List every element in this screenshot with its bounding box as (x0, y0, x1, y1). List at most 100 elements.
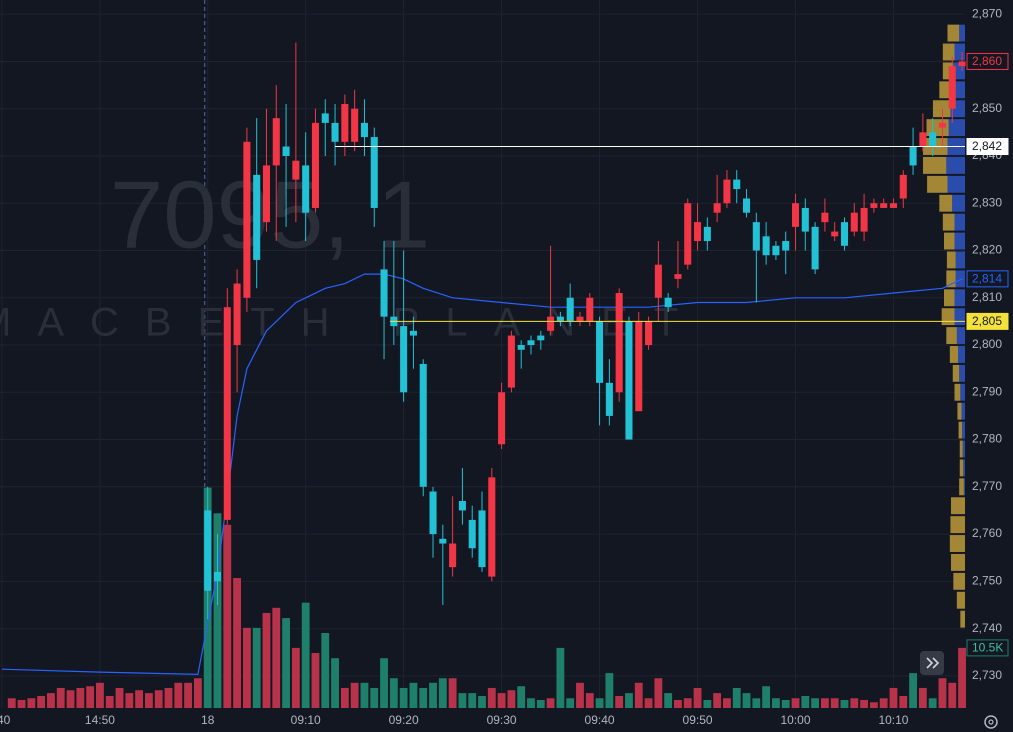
price-label: 2,842 (972, 139, 1002, 153)
profile-sell (941, 308, 955, 326)
volume-bar (723, 698, 731, 708)
volume-bar (762, 686, 771, 708)
volume-bar (791, 698, 800, 708)
volume-bar (938, 678, 947, 708)
candle-body (233, 283, 241, 346)
candle-body (204, 510, 212, 591)
volume-bar (840, 699, 849, 708)
profile-sell (942, 43, 955, 61)
candle-body (272, 118, 280, 166)
candle-body (938, 122, 946, 128)
volume-bar (644, 698, 653, 708)
volume-bar (272, 607, 281, 708)
candle-body (889, 203, 898, 208)
candle-body (899, 174, 907, 199)
volume-bar (233, 578, 242, 708)
candle-body (625, 321, 633, 440)
y-tick-label: 2,870 (972, 6, 1002, 20)
volume-bar (566, 698, 575, 708)
price-label-box (966, 270, 1009, 288)
profile-buy (962, 440, 965, 458)
scroll-button[interactable] (920, 651, 944, 675)
volume-bar (536, 699, 545, 708)
volume-bar (909, 673, 917, 708)
profile-buy (958, 346, 965, 363)
candle-body (223, 307, 231, 520)
y-tick-label: 2,850 (972, 101, 1002, 115)
y-tick-label: 2,740 (972, 621, 1002, 635)
profile-buy (959, 364, 965, 382)
candle-body (811, 226, 819, 270)
volume-bar (66, 690, 75, 708)
candle-body (791, 203, 800, 227)
candle-body (370, 137, 378, 208)
candle-body (547, 316, 555, 331)
volume-label: 10.5K (972, 641, 1003, 655)
price-label-box (966, 138, 1009, 156)
candle-body (566, 297, 574, 322)
volume-bar (37, 695, 46, 708)
volume-bar (380, 658, 388, 708)
settings-icon[interactable] (984, 715, 998, 729)
candle-body (380, 269, 388, 317)
volume-bar (135, 690, 144, 708)
plot (1, 24, 966, 708)
volume-bar (664, 693, 673, 708)
x-tick-label: 09:30 (487, 713, 517, 727)
volume-bar (605, 673, 614, 708)
volume-bar (772, 698, 780, 708)
candle-body (468, 519, 476, 549)
axes: 2,730 2,740 2,750 2,760 2,770 2,780 2,790 2,800… (0, 6, 1009, 727)
x-tick-label: 09:40 (585, 713, 615, 727)
volume-bar (399, 687, 408, 708)
candle-body (449, 543, 457, 568)
candle-body (507, 335, 515, 388)
profile-buy (955, 270, 965, 288)
profile-buy (954, 289, 965, 307)
candle-body (664, 297, 672, 308)
volume-bar (948, 682, 957, 708)
price-label-box (966, 52, 1009, 70)
candle-body (498, 392, 506, 445)
volume-bar (869, 702, 878, 708)
scroll-icon[interactable] (926, 657, 940, 669)
volume-bar (311, 653, 320, 708)
profile-sell (942, 62, 954, 80)
y-tick-label: 2,810 (972, 290, 1002, 304)
x-tick-label: 14:50 (85, 713, 115, 727)
candle-body (605, 382, 613, 416)
candle-body (723, 179, 731, 204)
candle-body (253, 174, 261, 260)
volume-bar (801, 695, 810, 708)
volume-bar (478, 695, 486, 708)
profile-sell (951, 553, 965, 571)
volume-bar (125, 693, 134, 708)
candle-body (400, 326, 408, 393)
profile-sell (959, 478, 964, 496)
candle-body (311, 122, 319, 208)
price-label: 2,805 (972, 314, 1002, 328)
profile-buy (961, 402, 965, 420)
candle-body (654, 264, 662, 298)
profile-sell (932, 100, 951, 118)
volume-bar (154, 690, 163, 708)
y-tick-label: 2,820 (972, 243, 1002, 257)
profile-sell (949, 346, 958, 363)
volume-bar (174, 682, 183, 708)
volume-bar (17, 699, 26, 708)
volume-bar (781, 699, 790, 708)
settings-icon-core[interactable] (988, 719, 994, 725)
profile-sell (954, 383, 961, 401)
volume-bar (27, 698, 36, 708)
volume-bar (497, 693, 506, 708)
price-label: 2,860 (972, 54, 1002, 68)
candle-body (703, 226, 711, 242)
settings-button[interactable] (984, 715, 998, 729)
volume-bar (918, 687, 927, 708)
candle-body (262, 165, 271, 223)
profile-sell (947, 24, 960, 42)
volume-bar (958, 647, 966, 708)
candle-body (615, 293, 623, 393)
profile-sell (958, 421, 963, 439)
